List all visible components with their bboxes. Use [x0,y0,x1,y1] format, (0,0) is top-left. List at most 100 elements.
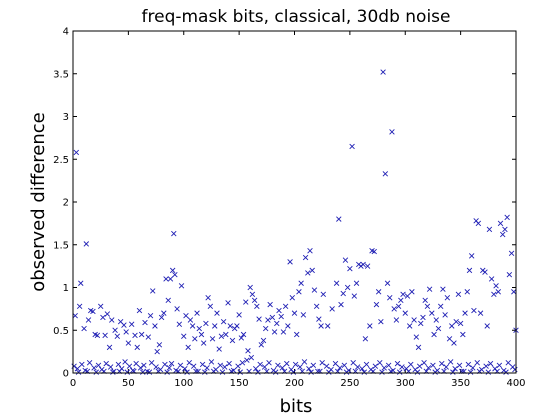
data-point [186,360,193,366]
data-point [104,311,111,317]
data-point [115,361,122,368]
data-point [325,323,331,329]
data-point [307,248,313,254]
data-point [153,364,159,370]
data-point [329,306,335,312]
data-point [443,364,449,370]
data-point [219,369,226,375]
data-point [229,337,236,344]
x-tick-label: 400 [506,378,525,389]
data-point [258,342,264,348]
data-point [333,280,340,286]
data-point [185,344,191,351]
data-point [200,340,207,346]
data-point [413,334,420,340]
x-tick-label: 150 [230,378,249,389]
x-tick-label: 300 [396,378,415,389]
data-point [176,321,183,327]
data-point [503,369,509,375]
data-point [253,366,259,372]
data-point [309,267,315,274]
data-point [468,253,475,259]
data-point [162,361,168,368]
data-point [102,332,108,339]
data-point [373,301,380,308]
data-point [177,362,184,369]
data-point [361,369,367,375]
data-point [347,265,353,272]
data-point [112,327,118,333]
data-point [400,291,406,298]
data-point [508,250,515,257]
data-point [141,362,147,369]
data-point [109,317,115,323]
data-point [214,310,220,316]
data-point [393,317,400,323]
data-point [493,283,499,289]
data-point [114,333,121,339]
data-point [234,323,240,329]
data-point [297,364,303,370]
data-point [251,297,258,304]
data-point [158,314,165,321]
data-point [278,313,284,320]
data-point [125,340,132,346]
data-point [378,318,384,325]
data-point [462,310,468,316]
data-point [320,291,327,298]
data-point [293,331,300,338]
data-point [91,365,97,371]
data-point [97,303,104,310]
data-point [431,331,437,338]
data-point [166,365,173,371]
data-point [156,342,163,348]
data-point [207,303,214,310]
data-point [391,306,397,312]
data-point [217,362,224,369]
data-point [94,332,101,339]
data-point [260,337,267,344]
data-point [491,291,497,298]
data-point [240,331,247,338]
data-point [161,310,167,316]
data-point [404,293,411,299]
data-point [107,364,114,370]
data-point [122,359,128,365]
chart-title: freq-mask bits, classical, 30db noise [142,7,451,27]
data-point [305,270,311,276]
data-point [261,364,268,370]
data-point [421,360,427,366]
data-point [502,226,508,233]
data-point [100,314,106,321]
data-point [302,254,309,261]
data-point [154,348,160,355]
data-point [425,365,432,371]
data-point [344,284,351,291]
x-tick-label: 50 [122,378,135,389]
data-point [150,288,156,294]
data-point [148,360,155,366]
data-point [485,369,492,375]
data-point [471,307,477,314]
data-point [313,303,320,310]
data-point [218,333,225,339]
data-point [372,363,379,369]
data-point [269,314,276,321]
data-point [377,360,383,366]
data-point [484,323,490,329]
data-point [371,248,377,255]
data-point [429,310,435,316]
data-point [495,289,501,295]
data-point [79,361,85,368]
data-point [415,344,422,351]
data-point [209,336,216,342]
data-point [212,323,218,329]
data-point [316,316,322,322]
data-point [279,365,286,371]
x-tick-label: 250 [340,378,359,389]
data-point [171,230,177,237]
data-point [499,231,506,238]
y-tick-label: 4 [63,27,69,38]
data-point [128,321,135,327]
data-point [450,369,456,375]
